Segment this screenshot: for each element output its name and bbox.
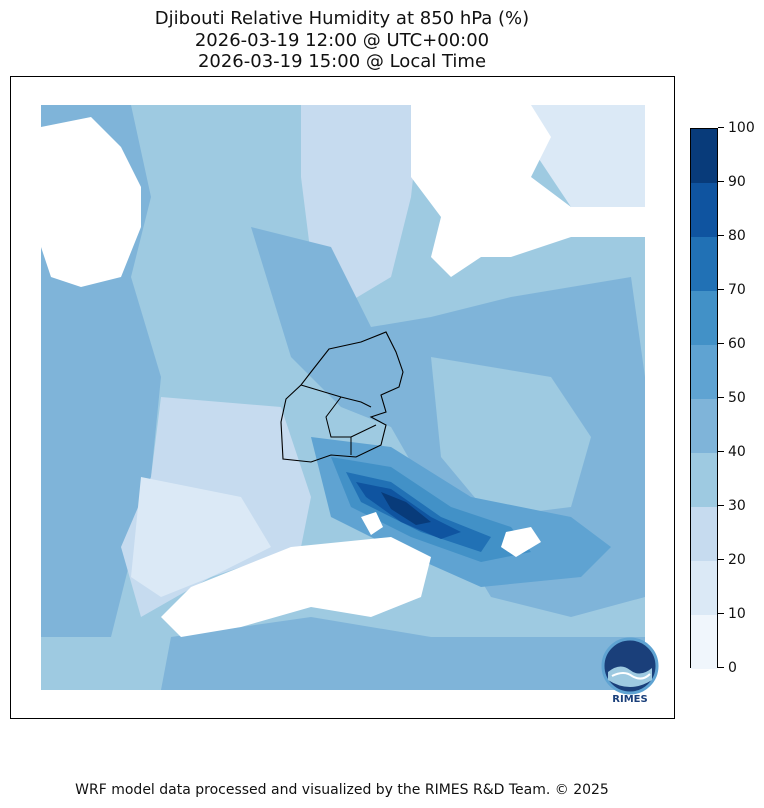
colorbar-tick-label: 40	[728, 444, 746, 460]
colorbar-tick	[718, 613, 724, 614]
colorbar-tick	[718, 397, 724, 398]
colorbar-segment	[691, 453, 717, 507]
colorbar-segment	[691, 345, 717, 399]
colorbar-tick	[718, 127, 724, 128]
map-title-line-2: 2026-03-19 12:00 @ UTC+00:00	[194, 30, 490, 51]
colorbar-segment	[691, 507, 717, 561]
field-south-40-50	[161, 617, 645, 690]
footer-credit: WRF model data processed and visualized …	[75, 782, 609, 798]
colorbar-segment	[691, 615, 717, 669]
colorbar-tick-label: 30	[728, 498, 746, 514]
country-border-djibouti	[280, 331, 404, 463]
colorbar-segment	[691, 237, 717, 291]
colorbar-tick	[718, 505, 724, 506]
field-ne-10-20	[531, 105, 645, 217]
colorbar-tick	[718, 451, 724, 452]
admin-region-borders	[300, 384, 377, 455]
colorbar-tick	[718, 181, 724, 182]
field-east-30-40	[431, 357, 591, 517]
mask-south-highland-3	[361, 512, 383, 535]
rimes-logo: RIMES	[598, 636, 662, 708]
map-title-line-1: Djibouti Relative Humidity at 850 hPa (%…	[154, 8, 530, 29]
colorbar-tick-label: 80	[728, 228, 746, 244]
colorbar-tick-label: 70	[728, 282, 746, 298]
mask-bottom	[11, 690, 674, 718]
mask-right	[645, 77, 674, 718]
map-title-line-3: 2026-03-19 15:00 @ Local Time	[197, 51, 487, 72]
field-gulf-90-100	[381, 492, 431, 525]
colorbar-tick	[718, 289, 724, 290]
mask-top	[11, 77, 674, 105]
colorbar-tick	[718, 667, 724, 668]
colorbar	[690, 128, 718, 669]
colorbar-tick-label: 20	[728, 552, 746, 568]
colorbar-tick-label: 10	[728, 606, 746, 622]
colorbar-tick	[718, 343, 724, 344]
humidity-contour-map	[11, 77, 674, 718]
colorbar-segment	[691, 129, 717, 183]
mask-west-highland	[41, 117, 141, 287]
colorbar-tick-label: 100	[728, 120, 755, 136]
colorbar-segment	[691, 399, 717, 453]
colorbar-segment	[691, 291, 717, 345]
colorbar-tick-label: 50	[728, 390, 746, 406]
colorbar-tick-label: 60	[728, 336, 746, 352]
field-sw-10-20	[131, 477, 271, 597]
logo-text: RIMES	[612, 694, 648, 705]
mask-north-highland	[411, 105, 645, 277]
colorbar-tick	[718, 559, 724, 560]
colorbar-segment	[691, 183, 717, 237]
mask-south-highland-1	[161, 537, 431, 637]
colorbar-tick-label: 90	[728, 174, 746, 190]
mask-left	[11, 77, 41, 718]
mask-south-highland-2	[501, 527, 541, 557]
colorbar-tick	[718, 235, 724, 236]
map-panel	[10, 76, 675, 719]
colorbar-tick-label: 0	[728, 660, 737, 676]
colorbar-segment	[691, 561, 717, 615]
